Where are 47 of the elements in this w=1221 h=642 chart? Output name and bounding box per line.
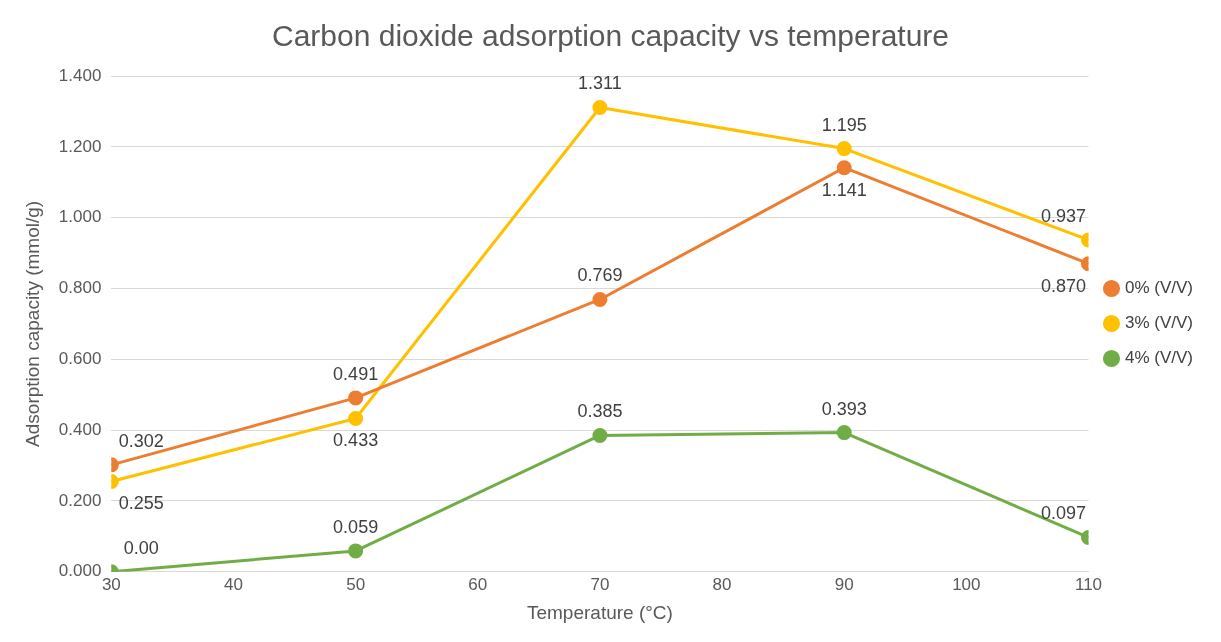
data-label: 0.302 [118,430,164,451]
y-tick-label: 1.000 [58,207,102,227]
data-label: 0.255 [118,493,164,514]
x-tick-label: 80 [712,574,732,594]
point [348,410,364,426]
point [836,425,852,441]
data-label: 0.097 [1040,503,1087,524]
y-tick-label: 1.200 [58,136,102,156]
data-label: 0.393 [821,398,867,419]
y-tick-label: 0.000 [58,561,102,581]
y-tick-label: 0.400 [58,419,102,439]
x-axis-title: Temperature (°C) [526,601,673,623]
x-tick-label: 40 [224,574,243,594]
x-tick-label: 70 [590,574,610,594]
x-tick-label: 90 [834,574,854,594]
data-label: 1.195 [821,114,867,135]
x-tick-label: 60 [468,574,488,594]
point [836,141,852,157]
chart-title: Carbon dioxide adsorption capacity vs temperature [271,19,950,53]
data-label: 1.141 [821,179,867,200]
point [836,160,852,176]
x-tick-label: 30 [101,574,121,594]
data-label: 0.870 [1040,275,1087,296]
data-label: 0.00 [123,537,159,558]
legend-label: 4% (V/V) [1124,348,1194,368]
x-tick-label: 50 [346,574,366,594]
x-tick-label: 100 [952,574,981,594]
point [592,100,608,116]
data-label: 0.491 [333,363,379,384]
y-tick-label: 0.200 [58,490,102,510]
point [348,543,364,559]
point [348,390,364,406]
x-tick-label: 110 [1074,574,1103,594]
y-tick-label: 1.400 [58,65,102,85]
data-label: 0.433 [333,430,379,451]
point [592,427,608,443]
legend-label: 0% (V/V) [1124,278,1194,298]
data-label: 0.059 [333,516,379,537]
point [592,291,608,307]
y-tick-label: 0.600 [58,349,102,368]
data-label: 0.937 [1040,205,1087,226]
y-tick-label: 0.800 [58,278,102,298]
data-label: 1.311 [578,73,622,94]
legend-label: 3% (V/V) [1124,313,1194,333]
data-label: 0.385 [577,401,623,422]
data-label: 0.769 [577,265,623,286]
y-axis-title: Adsorption capacity (mmol/g) [21,200,43,447]
